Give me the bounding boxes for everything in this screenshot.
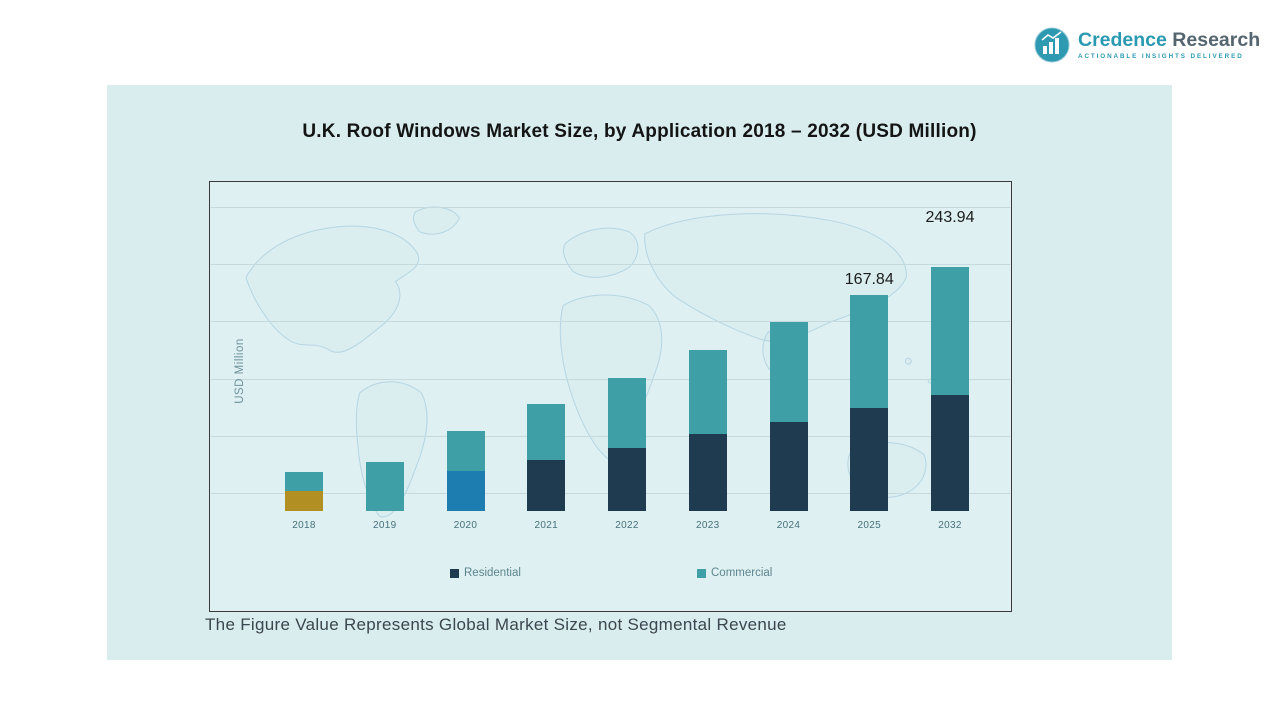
bar-segment-commercial-2022 <box>608 378 646 448</box>
brand-logo-icon <box>1034 27 1070 63</box>
bar-2022 <box>608 378 646 511</box>
bar-segment-residential-2021 <box>527 460 566 511</box>
bar-segment-commercial-2020 <box>446 431 485 471</box>
legend-swatch-residential <box>450 568 459 578</box>
bar-2025 <box>850 295 889 511</box>
x-tick-2024: 2024 <box>776 520 801 531</box>
bar-segment-commercial-2018 <box>285 472 323 491</box>
bar-segment-residential-2025 <box>850 408 889 511</box>
bar-segment-commercial-2032 <box>931 267 969 395</box>
chart-panel: U.K. Roof Windows Market Size, by Applic… <box>107 85 1172 660</box>
plot-area: 2018 2019 2020 2021 2022 2023 2024 2025 2032 167.… <box>210 182 1011 611</box>
x-tick-2025: 2025 <box>857 520 881 531</box>
bar-2021 <box>527 404 566 511</box>
bar-2020 <box>446 431 485 511</box>
x-tick-2022: 2022 <box>615 520 639 531</box>
bar-2019 <box>365 462 404 511</box>
gridline <box>211 264 1010 265</box>
brand-logo: Credence Research Actionable Insights De… <box>1034 27 1260 63</box>
bar-segment-commercial-2025 <box>850 295 889 408</box>
x-tick-2032: 2032 <box>938 520 962 531</box>
x-tick-2023: 2023 <box>696 520 720 531</box>
x-tick-2019: 2019 <box>373 520 397 531</box>
bar-segment-residential-2018 <box>285 491 323 511</box>
bar-segment-residential-2023 <box>688 434 727 511</box>
legend-label-commercial: Commercial <box>711 567 773 579</box>
legend-swatch-commercial <box>697 568 706 578</box>
bar-segment-commercial-2021 <box>527 404 566 460</box>
legend-label-residential: Residential <box>464 567 521 579</box>
y-axis-label: USD Million <box>234 338 246 404</box>
bar-segment-residential-2024 <box>769 422 808 511</box>
brand-text-block: Credence Research Actionable Insights De… <box>1078 30 1260 60</box>
bar-2023 <box>688 350 727 511</box>
bar-segment-residential-2032 <box>931 395 969 511</box>
bar-segment-commercial-2019 <box>365 462 404 511</box>
x-tick-2018: 2018 <box>292 520 316 531</box>
gridline <box>211 321 1010 322</box>
brand-name: Credence Research <box>1078 30 1260 50</box>
bar-2018 <box>285 472 323 511</box>
bar-segment-commercial-2023 <box>688 350 727 434</box>
bar-2024 <box>769 322 808 511</box>
x-tick-2020: 2020 <box>453 520 478 531</box>
brand-tagline: Actionable Insights Delivered <box>1078 52 1244 60</box>
brand-name-primary: Credence <box>1078 29 1167 52</box>
legend-item-residential: Residential <box>450 567 521 579</box>
chart-box: 2018 2019 2020 2021 2022 2023 2024 2025 2032 167.… <box>209 181 1012 612</box>
legend-item-commercial: Commercial <box>697 567 772 579</box>
bar-2032 <box>931 267 969 511</box>
bar-segment-residential-2022 <box>608 448 646 511</box>
brand-name-secondary: Research <box>1172 29 1261 52</box>
bar-segment-commercial-2024 <box>769 322 808 422</box>
chart-title: U.K. Roof Windows Market Size, by Applic… <box>302 121 977 142</box>
chart-footnote: The Figure Value Represents Global Marke… <box>205 615 787 634</box>
data-label-2025: 167.84 <box>844 271 894 288</box>
data-label-2032: 243.94 <box>925 209 975 226</box>
x-tick-2021: 2021 <box>534 520 558 531</box>
bar-segment-residential-2020 <box>446 471 485 511</box>
gridline <box>211 207 1010 208</box>
